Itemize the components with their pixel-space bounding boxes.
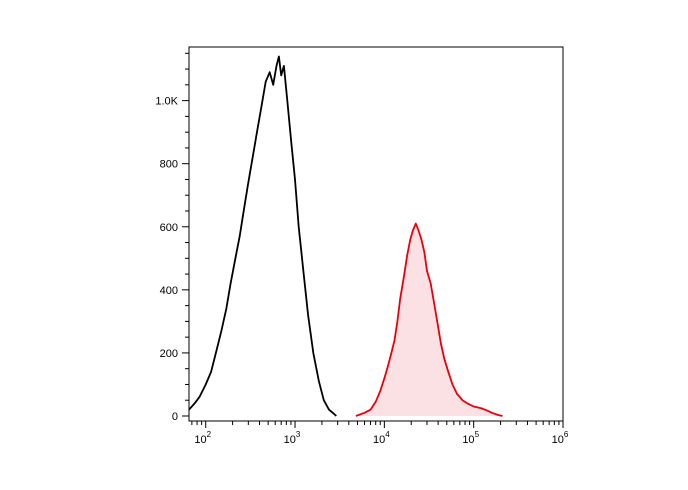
series-layer [188,55,503,417]
plot-area [188,46,564,422]
x-tick-label: 102 [194,430,211,446]
series-2-fill [355,223,503,416]
x-tick-label: 105 [462,430,479,446]
x-axis: 102 103 104 105 106 [191,421,569,446]
x-tick-label: 103 [284,430,301,446]
plot-frame [188,46,564,422]
x-tick-label: 106 [552,430,569,446]
y-tick-label: 1.0K [155,96,178,108]
y-tick-label: 400 [160,285,178,297]
x-tick-label: 104 [373,430,390,446]
series-1-line [188,55,337,417]
series-2-line [355,222,503,417]
y-tick-label: 0 [172,411,178,423]
y-axis: 0 200 400 600 800 1.0K [155,52,189,423]
y-tick-label: 200 [160,348,178,360]
y-tick-label: 800 [160,159,178,171]
y-tick-label: 600 [160,222,178,234]
